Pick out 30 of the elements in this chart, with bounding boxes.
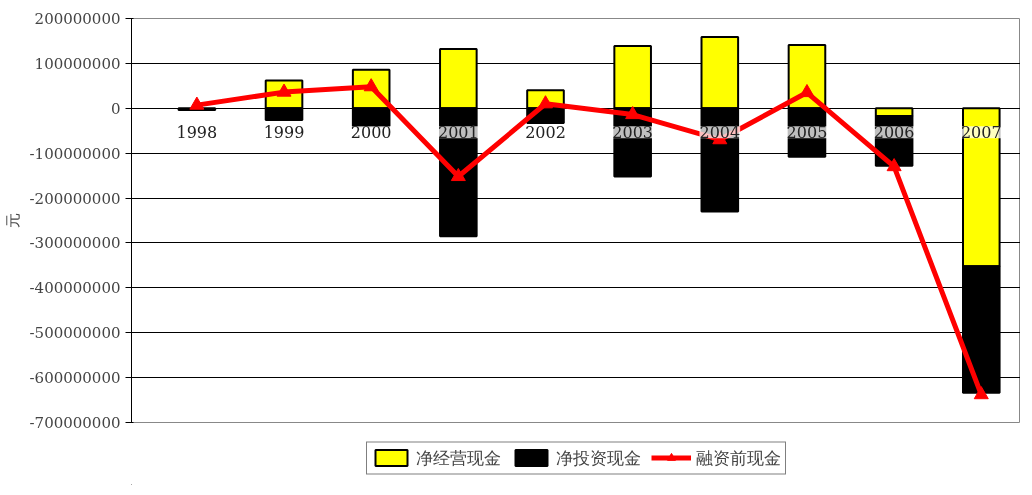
x-tick-label: 2001 bbox=[437, 123, 479, 143]
point bbox=[799, 83, 815, 98]
x-tick-label: 1998 bbox=[176, 123, 218, 143]
x-tick-label: 2005 bbox=[786, 123, 828, 143]
point bbox=[973, 386, 989, 400]
x-tick-label: 2002 bbox=[525, 123, 566, 143]
x-tick-label: 2007 bbox=[960, 123, 1002, 143]
y-tick-label: -500000000 bbox=[29, 324, 121, 343]
x-tick-label: 2000 bbox=[350, 123, 392, 143]
y-tick-label: -100000000 bbox=[29, 144, 121, 163]
point bbox=[886, 158, 902, 172]
y-tick-label: -300000000 bbox=[29, 234, 121, 253]
point bbox=[189, 96, 205, 110]
legend-label: 净投资现金 bbox=[555, 446, 641, 469]
point bbox=[450, 167, 466, 182]
legend-label: 融资前现金 bbox=[695, 446, 781, 469]
y-tick-label: -700000000 bbox=[29, 414, 121, 432]
y-tick-label: -200000000 bbox=[29, 189, 121, 208]
x-tick-label: 2006 bbox=[873, 123, 915, 143]
y-tick-label: 200000000 bbox=[34, 10, 121, 28]
y-tick-label: 100000000 bbox=[34, 54, 121, 73]
legend-label: 净经营现金 bbox=[415, 446, 501, 469]
x-tick-label: 2004 bbox=[699, 123, 741, 143]
y-axis-title: 元 bbox=[3, 213, 22, 228]
point bbox=[625, 105, 641, 120]
x-tick-label: 1999 bbox=[263, 123, 305, 143]
y-tick-label: 0 bbox=[110, 99, 121, 118]
y-tick-label: -600000000 bbox=[29, 369, 121, 388]
y-tick-label: -400000000 bbox=[29, 279, 121, 298]
x-tick-label: 2003 bbox=[612, 123, 654, 143]
